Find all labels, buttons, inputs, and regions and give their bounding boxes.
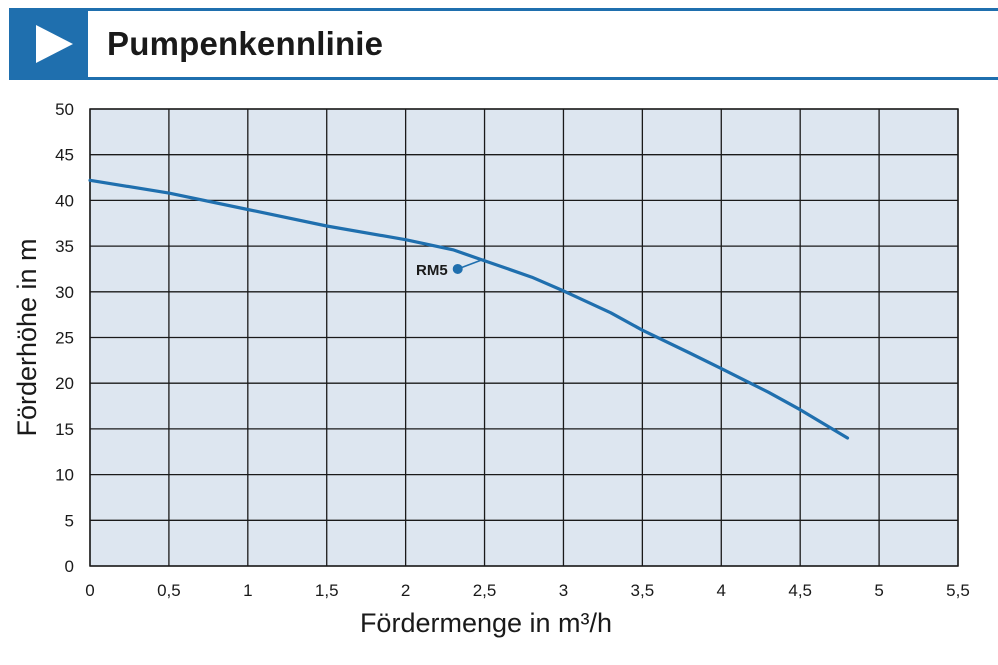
x-axis-label: Fördermenge in m³/h bbox=[360, 608, 612, 638]
x-tick-label: 3,5 bbox=[631, 581, 655, 600]
y-tick-label: 0 bbox=[65, 557, 74, 576]
annotation-label: RM5 bbox=[416, 262, 448, 279]
annotation-layer: RM5 bbox=[416, 258, 485, 279]
series-line-0 bbox=[88, 178, 850, 440]
play-triangle-icon bbox=[9, 11, 88, 77]
y-tick-label: 5 bbox=[65, 511, 74, 530]
x-tick-label: 4 bbox=[717, 581, 726, 600]
y-tick-label: 50 bbox=[55, 100, 74, 119]
series-layer bbox=[88, 178, 850, 440]
y-tick-label: 30 bbox=[55, 283, 74, 302]
header-bar: Pumpenkennlinie bbox=[9, 8, 998, 80]
y-tick-label: 20 bbox=[55, 374, 74, 393]
x-tick-label: 0 bbox=[85, 581, 94, 600]
x-tick-label: 0,5 bbox=[157, 581, 181, 600]
x-tick-labels: 0 0,5 1 1,5 2 2,5 3 3,5 4 4,5 5 5,5 bbox=[85, 581, 970, 600]
y-tick-label: 15 bbox=[55, 420, 74, 439]
x-tick-label: 1 bbox=[243, 581, 252, 600]
x-tick-label: 2,5 bbox=[473, 581, 497, 600]
x-tick-label: 5,5 bbox=[946, 581, 970, 600]
x-tick-label: 3 bbox=[559, 581, 568, 600]
pump-curve-chart: 0 0,5 1 1,5 2 2,5 3 3,5 4 4,5 5 5,5 0 5 10 15 20 25 30 35 4… bbox=[12, 100, 970, 638]
y-tick-label: 45 bbox=[55, 146, 74, 165]
x-tick-label: 1,5 bbox=[315, 581, 339, 600]
y-axis-label: Förderhöhe in m bbox=[12, 238, 42, 436]
y-tick-label: 25 bbox=[55, 329, 74, 348]
y-tick-label: 40 bbox=[55, 191, 74, 210]
y-tick-labels: 0 5 10 15 20 25 30 35 40 45 50 bbox=[55, 100, 74, 576]
x-tick-label: 5 bbox=[874, 581, 883, 600]
x-tick-label: 2 bbox=[401, 581, 410, 600]
y-tick-label: 10 bbox=[55, 466, 74, 485]
x-tick-label: 4,5 bbox=[788, 581, 812, 600]
y-tick-label: 35 bbox=[55, 237, 74, 256]
page-title: Pumpenkennlinie bbox=[107, 25, 384, 62]
grid-lines bbox=[89, 108, 959, 567]
chart-panel: 0 0,5 1 1,5 2 2,5 3 3,5 4 4,5 5 5,5 0 5 10 15 20 25 30 35 4… bbox=[0, 88, 998, 665]
annotation-marker-dot bbox=[452, 263, 463, 274]
